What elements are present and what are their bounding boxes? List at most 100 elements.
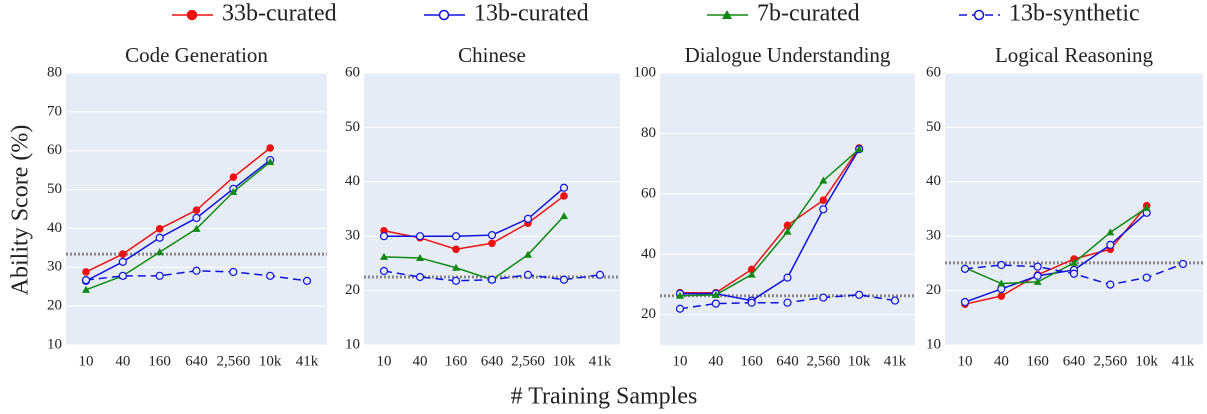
- marker: [819, 205, 828, 214]
- marker: [229, 187, 238, 195]
- marker: [890, 296, 900, 305]
- marker: [819, 293, 828, 302]
- y-tick-label: 20: [926, 282, 941, 298]
- marker: [155, 225, 164, 233]
- marker: [82, 285, 90, 293]
- marker: [676, 291, 684, 299]
- marker: [559, 275, 569, 284]
- marker: [118, 271, 127, 280]
- y-tick-label: 60: [641, 185, 656, 201]
- marker: [560, 212, 568, 220]
- legend-marker: [186, 9, 198, 21]
- marker: [559, 183, 569, 192]
- x-tick-label: 40: [115, 353, 130, 369]
- chart-title: Code Generation: [125, 43, 268, 67]
- marker: [1033, 262, 1042, 271]
- marker: [595, 270, 605, 279]
- marker: [783, 273, 792, 282]
- x-tick-label: 40: [994, 353, 1009, 369]
- marker: [81, 276, 91, 285]
- marker: [819, 176, 828, 184]
- legend-label: 13b-synthetic: [1009, 1, 1140, 27]
- chart-title: Chinese: [458, 43, 526, 67]
- x-tick-label: 2,560: [511, 353, 545, 369]
- marker: [783, 227, 792, 235]
- y-tick-label: 80: [641, 125, 656, 141]
- marker: [997, 260, 1006, 270]
- y-tick-label: 60: [47, 142, 62, 158]
- legend-marker: [973, 9, 985, 21]
- marker: [1106, 240, 1115, 250]
- x-tick-label: 160: [740, 353, 763, 369]
- marker: [192, 224, 201, 232]
- x-tick-label: 41k: [296, 353, 319, 369]
- y-tick-label: 60: [345, 64, 360, 80]
- marker: [379, 266, 389, 276]
- x-tick-label: 2,560: [1093, 353, 1127, 369]
- x-tick-label: 41k: [589, 353, 612, 369]
- marker: [266, 157, 275, 165]
- marker: [415, 232, 425, 241]
- chart-title: Logical Reasoning: [995, 43, 1154, 67]
- marker: [155, 271, 164, 280]
- y-tick-label: 100: [634, 64, 657, 80]
- marker: [1178, 259, 1188, 269]
- marker: [997, 292, 1006, 300]
- series-line: [680, 147, 860, 294]
- y-tick-label: 40: [47, 220, 62, 236]
- y-tick-label: 30: [926, 228, 941, 244]
- series-line: [85, 161, 271, 291]
- marker: [960, 264, 970, 273]
- marker: [229, 173, 238, 181]
- marker: [1142, 273, 1151, 282]
- y-tick-label: 50: [345, 119, 360, 135]
- series-line: [964, 207, 1148, 285]
- marker: [379, 232, 389, 241]
- marker: [119, 250, 127, 258]
- chart-title: Dialogue Understanding: [685, 43, 891, 67]
- y-tick-label: 30: [345, 228, 360, 244]
- marker: [155, 233, 164, 242]
- marker: [380, 252, 388, 260]
- marker: [82, 268, 90, 276]
- marker: [1142, 203, 1151, 211]
- marker: [302, 276, 312, 285]
- y-tick-label: 30: [47, 259, 62, 275]
- x-tick-label: 10k: [848, 353, 871, 369]
- y-tick-label: 40: [926, 173, 941, 189]
- y-tick-label: 10: [47, 336, 62, 352]
- y-tick-label: 40: [345, 173, 360, 189]
- legend-marker: [438, 9, 450, 21]
- series-line: [680, 148, 860, 302]
- marker: [155, 248, 164, 256]
- marker: [192, 266, 201, 275]
- series-line: [964, 205, 1148, 305]
- x-tick-label: 640: [1063, 353, 1086, 369]
- marker: [855, 290, 864, 299]
- x-tick-label: 10k: [553, 353, 576, 369]
- legend-label: 13b-curated: [474, 1, 589, 27]
- marker: [487, 231, 497, 240]
- marker: [192, 206, 201, 214]
- marker: [711, 299, 720, 308]
- marker: [451, 276, 461, 285]
- marker: [1033, 277, 1042, 285]
- series-line: [384, 187, 565, 237]
- marker: [747, 298, 756, 307]
- marker: [960, 297, 970, 307]
- series-line: [679, 148, 860, 297]
- x-tick-label: 640: [776, 353, 799, 369]
- y-tick-label: 20: [345, 282, 360, 298]
- marker: [819, 196, 828, 205]
- marker: [711, 290, 720, 298]
- x-tick-label: 41k: [884, 353, 907, 369]
- marker: [783, 298, 792, 307]
- marker: [1069, 269, 1079, 278]
- legend-label: 7b-curated: [757, 1, 860, 27]
- x-tick-label: 40: [413, 353, 428, 369]
- y-tick-label: 20: [641, 306, 656, 322]
- x-tick-label: 160: [1026, 353, 1049, 369]
- x-tick-label: 2,560: [216, 353, 250, 369]
- y-tick-label: 20: [47, 298, 62, 314]
